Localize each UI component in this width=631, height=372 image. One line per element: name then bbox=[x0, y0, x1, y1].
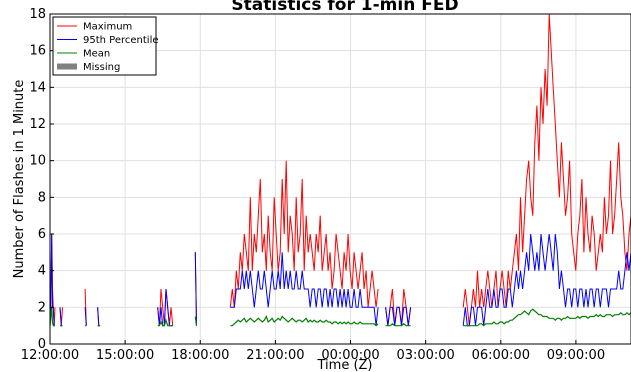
y-tick-label: 6 bbox=[38, 227, 46, 242]
x-tick-label: 00:00:00 bbox=[321, 348, 379, 363]
percentile-95-series-line bbox=[97, 307, 101, 327]
maximum-series-line bbox=[462, 13, 631, 326]
y-tick-label: 8 bbox=[38, 190, 46, 205]
x-axis-label: Time (Z) bbox=[317, 358, 373, 372]
y-tick-label: 2 bbox=[38, 300, 46, 315]
series-layer bbox=[49, 13, 631, 327]
x-tick-label: 21:00:00 bbox=[246, 348, 304, 363]
percentile-95-series-line bbox=[230, 252, 379, 326]
legend-label: Maximum bbox=[83, 22, 132, 33]
percentile-95-series-line bbox=[462, 233, 631, 327]
y-tick-label: 18 bbox=[29, 7, 46, 22]
mean-series-line bbox=[230, 315, 379, 327]
mean-series-line bbox=[463, 308, 631, 327]
y-tick-label: 14 bbox=[29, 80, 46, 95]
chart-title: Statistics for 1-min FED bbox=[231, 0, 458, 15]
legend-label: Missing bbox=[83, 62, 120, 73]
y-tick-label: 16 bbox=[29, 44, 46, 59]
x-tick-label: 18:00:00 bbox=[171, 348, 229, 363]
y-axis-ticks: 0 2 4 6 8 10 12 14 16 18 bbox=[29, 7, 54, 352]
percentile-95-series-line bbox=[194, 252, 197, 326]
percentile-95-series-line bbox=[84, 307, 87, 326]
maximum-series-line bbox=[229, 160, 379, 308]
mean-series-line bbox=[385, 323, 411, 327]
legend-swatch-missing bbox=[57, 63, 77, 70]
x-tick-label: 09:00:00 bbox=[547, 348, 605, 363]
y-tick-label: 0 bbox=[38, 337, 46, 352]
y-axis-label: Number of Flashes in 1 Minute bbox=[12, 80, 27, 279]
mean-series-line bbox=[157, 318, 173, 327]
y-tick-label: 10 bbox=[29, 154, 46, 169]
y-tick-label: 4 bbox=[38, 264, 46, 279]
legend: Maximum 95th Percentile Mean Missing bbox=[52, 16, 159, 76]
legend-label: 95th Percentile bbox=[83, 35, 159, 46]
mean-series-line bbox=[194, 316, 198, 326]
x-tick-label: 12:00:00 bbox=[21, 348, 79, 363]
plot-frame bbox=[49, 13, 631, 345]
x-axis-ticks: 12:00:00 15:00:00 18:00:00 21:00:00 00:00:00… bbox=[21, 340, 605, 363]
percentile-95-series-line bbox=[385, 306, 412, 326]
mean-series-line bbox=[49, 307, 55, 327]
x-tick-label: 15:00:00 bbox=[96, 348, 154, 363]
x-tick-label: 06:00:00 bbox=[472, 348, 530, 363]
x-tick-label: 03:00:00 bbox=[396, 348, 454, 363]
y-tick-label: 12 bbox=[29, 117, 46, 132]
legend-label: Mean bbox=[83, 49, 110, 60]
